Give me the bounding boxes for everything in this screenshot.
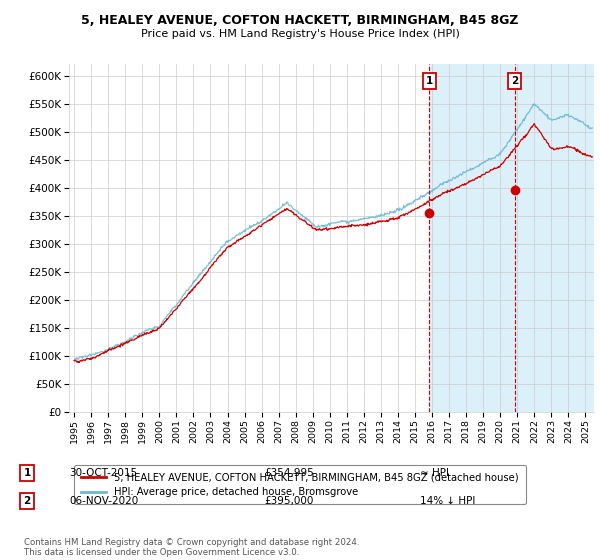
Text: 1: 1: [23, 468, 31, 478]
Text: £354,995: £354,995: [264, 468, 314, 478]
Text: 06-NOV-2020: 06-NOV-2020: [69, 496, 138, 506]
Text: Contains HM Land Registry data © Crown copyright and database right 2024.
This d: Contains HM Land Registry data © Crown c…: [24, 538, 359, 557]
Legend: 5, HEALEY AVENUE, COFTON HACKETT, BIRMINGHAM, B45 8GZ (detached house), HPI: Ave: 5, HEALEY AVENUE, COFTON HACKETT, BIRMIN…: [74, 465, 526, 504]
Bar: [429, 64, 600, 412]
Text: 5, HEALEY AVENUE, COFTON HACKETT, BIRMINGHAM, B45 8GZ: 5, HEALEY AVENUE, COFTON HACKETT, BIRMIN…: [81, 14, 519, 27]
Text: 14% ↓ HPI: 14% ↓ HPI: [420, 496, 475, 506]
Text: £395,000: £395,000: [264, 496, 313, 506]
Text: 2: 2: [511, 76, 518, 86]
Text: Price paid vs. HM Land Registry's House Price Index (HPI): Price paid vs. HM Land Registry's House …: [140, 29, 460, 39]
Text: 1: 1: [425, 76, 433, 86]
Text: 2: 2: [23, 496, 31, 506]
Text: ≈ HPI: ≈ HPI: [420, 468, 449, 478]
Text: 30-OCT-2015: 30-OCT-2015: [69, 468, 137, 478]
